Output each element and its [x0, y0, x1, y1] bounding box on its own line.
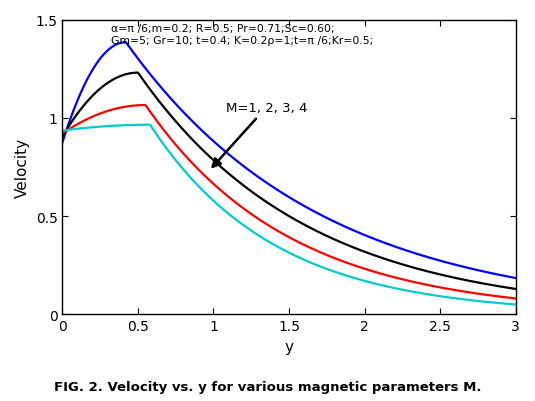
X-axis label: y: y	[285, 339, 294, 354]
Text: FIG. 2. Velocity vs. y for various magnetic parameters M.: FIG. 2. Velocity vs. y for various magne…	[54, 380, 482, 393]
Y-axis label: Velocity: Velocity	[15, 138, 30, 198]
Text: M=1, 2, 3, 4: M=1, 2, 3, 4	[213, 101, 307, 167]
Text: α=π /6;m=0.2; R=0.5; Pr=0.71;Sc=0.60;
Gm=5; Gr=10; t=0.4; K=0.2ρ=1;t=π /6;Kr=0.5: α=π /6;m=0.2; R=0.5; Pr=0.71;Sc=0.60; Gm…	[111, 24, 373, 46]
